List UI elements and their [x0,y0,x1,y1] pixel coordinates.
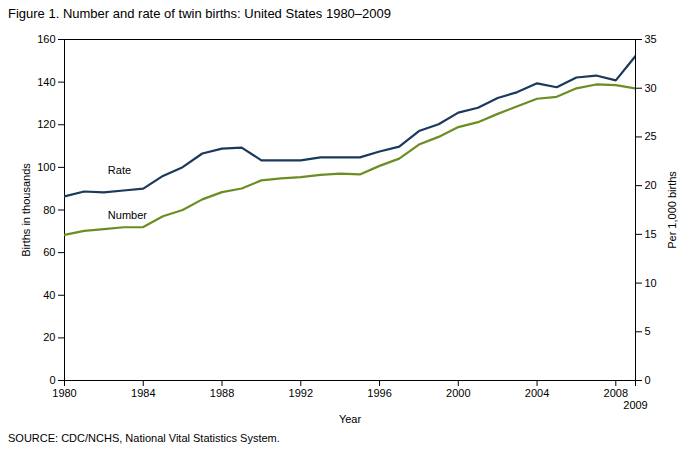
svg-text:15: 15 [645,228,657,240]
svg-text:80: 80 [43,204,55,216]
svg-text:20: 20 [645,179,657,191]
svg-text:5: 5 [645,325,651,337]
svg-text:Per 1,000 births: Per 1,000 births [666,171,678,249]
svg-text:0: 0 [49,374,55,386]
svg-text:40: 40 [43,289,55,301]
svg-text:Year: Year [339,413,362,425]
svg-text:Rate: Rate [108,164,131,176]
svg-text:Number: Number [108,209,147,221]
svg-text:2004: 2004 [525,387,549,399]
svg-text:Births in thousands: Births in thousands [20,163,32,257]
svg-text:1984: 1984 [131,387,155,399]
svg-text:140: 140 [37,76,55,88]
html-text:SOURCE: CDC/NCHS, National Vit: SOURCE: CDC/NCHS, National Vital Statist… [8,432,280,444]
svg-text:25: 25 [645,130,657,142]
svg-text:2009: 2009 [623,399,647,411]
svg-text:2000: 2000 [446,387,470,399]
svg-text:0: 0 [645,374,651,386]
html-text:Figure 1. Number and rate of t: Figure 1. Number and rate of twin births… [8,6,391,21]
svg-text:100: 100 [37,161,55,173]
svg-text:10: 10 [645,277,657,289]
svg-text:160: 160 [37,33,55,45]
svg-text:1988: 1988 [210,387,234,399]
svg-text:1980: 1980 [52,387,76,399]
svg-text:1996: 1996 [367,387,391,399]
svg-text:2008: 2008 [604,387,628,399]
svg-text:30: 30 [645,82,657,94]
svg-text:35: 35 [645,33,657,45]
svg-text:1992: 1992 [289,387,313,399]
svg-text:60: 60 [43,246,55,258]
svg-text:20: 20 [43,331,55,343]
svg-text:120: 120 [37,118,55,130]
